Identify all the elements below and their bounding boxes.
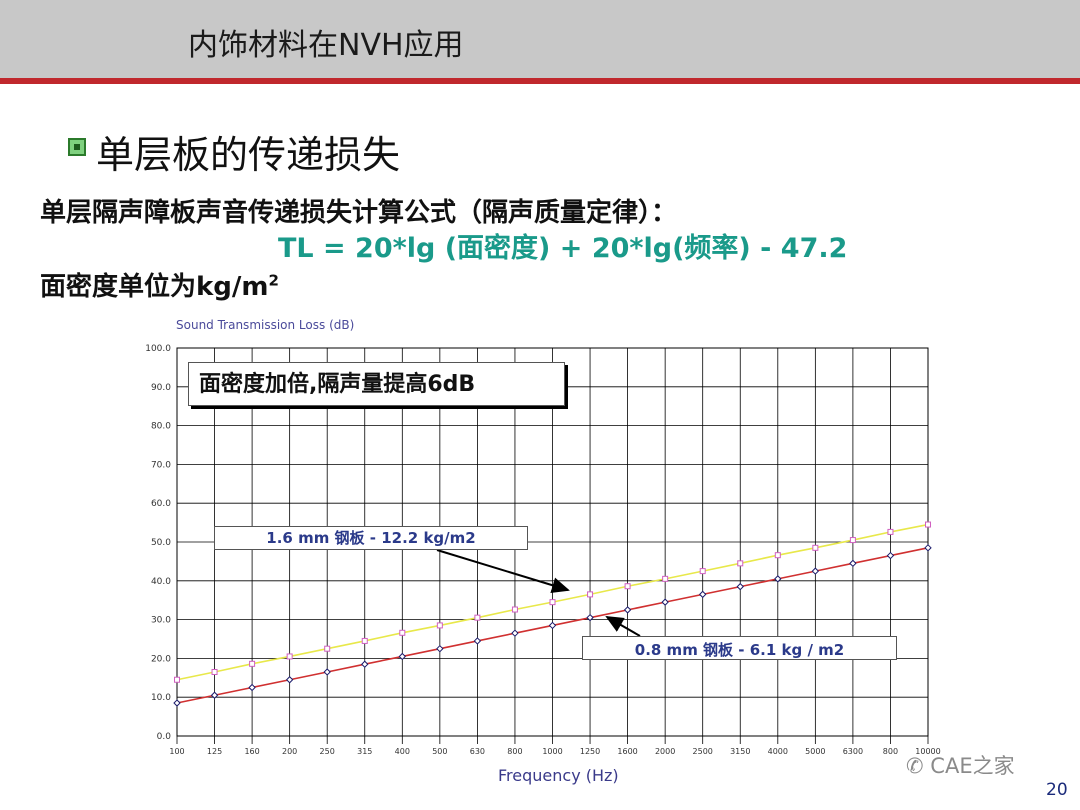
series2-point	[886, 551, 895, 560]
series1-point	[474, 614, 481, 621]
x-tick-label: 2000	[655, 747, 675, 756]
series1-point	[624, 583, 631, 590]
series1-point	[849, 537, 856, 544]
y-tick-label: 30.0	[151, 616, 171, 626]
series1-point	[436, 622, 443, 629]
chart-arrows	[436, 549, 641, 637]
series2-point	[210, 691, 219, 699]
series1-point	[549, 599, 556, 606]
title-bar	[0, 0, 1080, 84]
series1-point	[174, 676, 180, 683]
x-tick-label: 500	[432, 747, 447, 756]
series2-point	[849, 559, 857, 568]
series1-point	[887, 528, 894, 535]
y-tick-label: 10.0	[151, 693, 171, 703]
page-number: 20	[1046, 780, 1068, 800]
y-tick-label: 40.0	[151, 577, 171, 587]
x-tick-label: 250	[320, 747, 335, 756]
unit-note: 面密度单位为kg/m2	[40, 266, 279, 303]
y-tick-label: 90.0	[151, 383, 171, 393]
x-tick-label: 125	[207, 747, 222, 756]
x-tick-label: 4000	[768, 747, 788, 756]
chart-series	[173, 521, 932, 707]
x-tick-label: 3150	[730, 747, 750, 756]
x-tick-label: 315	[357, 747, 372, 756]
series1-point	[812, 544, 819, 551]
y-tick-label: 20.0	[151, 654, 171, 664]
bullet-square-icon	[68, 138, 86, 156]
x-tick-label: 10000	[915, 747, 940, 756]
x-tick-label: 200	[282, 747, 297, 756]
series2-point	[811, 567, 820, 575]
series2-point	[736, 582, 744, 591]
series1-point	[249, 660, 256, 667]
series1-point	[399, 629, 406, 636]
series1-point	[662, 575, 669, 582]
x-axis-title: Frequency (Hz)	[498, 766, 619, 785]
arrow-series1	[436, 549, 570, 593]
x-tick-label: 400	[395, 747, 410, 756]
series2-point	[661, 598, 669, 606]
x-tick-label: 800	[883, 747, 898, 756]
watermark: ✆ CAE之家	[906, 750, 1015, 780]
series2-point	[473, 637, 482, 645]
series1-point	[774, 552, 781, 559]
series2-label: 0.8 mm 钢板 - 6.1 kg / m2	[582, 636, 897, 660]
x-tick-label: 1600	[617, 747, 637, 756]
series1-point	[361, 637, 368, 644]
series1-point	[737, 560, 744, 567]
title-underline	[0, 78, 1080, 84]
series2-point	[623, 606, 632, 614]
series2-point	[586, 613, 594, 622]
x-tick-label: 5000	[805, 747, 825, 756]
series2-point	[248, 683, 256, 692]
series1-point	[324, 645, 331, 652]
series1-point	[587, 591, 594, 598]
series2-point	[511, 629, 519, 637]
slide-title: 内饰材料在NVH应用	[188, 28, 464, 63]
x-tick-label: 1000	[542, 747, 562, 756]
y-axis-title: Sound Transmission Loss (dB)	[176, 318, 355, 332]
annotation-note: 面密度加倍,隔声量提高6dB	[188, 362, 565, 406]
series2-point	[774, 575, 782, 583]
series1-point	[925, 521, 931, 528]
series2-point	[924, 544, 932, 552]
x-tick-label: 160	[244, 747, 259, 756]
y-tick-label: 80.0	[151, 422, 171, 432]
tl-formula: TL = 20*lg (面密度) + 20*lg(频率) - 47.2	[278, 233, 848, 264]
y-tick-label: 50.0	[151, 538, 171, 548]
chart-tick-labels: 0.0 10.0 20.0 30.0 40.0 50.0 60.0 70.0 80.0 90.0 1…	[145, 344, 940, 756]
series2-point	[548, 621, 557, 630]
wechat-icon: ✆	[906, 754, 924, 778]
y-tick-label: 70.0	[151, 460, 171, 470]
watermark-text: CAE之家	[930, 754, 1015, 778]
series2-point	[361, 660, 369, 668]
x-tick-label: 630	[470, 747, 485, 756]
formula-description: 单层隔声障板声音传递损失计算公式（隔声质量定律）：	[40, 198, 678, 228]
series2-point	[436, 644, 444, 653]
series2-point	[398, 652, 407, 661]
series2-point	[173, 699, 181, 707]
unit-note-text: 面密度单位为kg/m	[40, 272, 269, 302]
series1-point	[286, 653, 293, 660]
series2-point	[323, 668, 331, 676]
series2-point	[285, 676, 294, 684]
series2-point	[698, 590, 707, 599]
series1-point	[699, 568, 706, 575]
x-tick-label: 100	[169, 747, 184, 756]
section-heading: 单层板的传递损失	[96, 133, 401, 177]
x-tick-label: 2500	[693, 747, 713, 756]
y-tick-label: 0.0	[157, 732, 172, 742]
series1-point	[211, 668, 218, 675]
y-tick-label: 60.0	[151, 499, 171, 509]
arrow-series2	[605, 616, 641, 637]
series1-point	[511, 606, 518, 613]
series1-label: 1.6 mm 钢板 - 12.2 kg/m2	[214, 526, 528, 550]
x-tick-label: 800	[507, 747, 522, 756]
x-tick-label: 1250	[580, 747, 600, 756]
x-tick-label: 6300	[843, 747, 863, 756]
y-tick-label: 100.0	[145, 344, 171, 354]
unit-note-superscript: 2	[268, 271, 279, 290]
